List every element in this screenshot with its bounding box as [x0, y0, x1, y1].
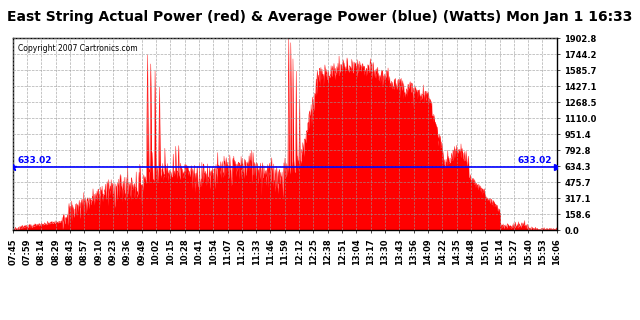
Text: 633.02: 633.02	[518, 156, 552, 164]
Text: Copyright 2007 Cartronics.com: Copyright 2007 Cartronics.com	[19, 44, 138, 53]
Text: 633.02: 633.02	[17, 156, 52, 164]
Text: East String Actual Power (red) & Average Power (blue) (Watts) Mon Jan 1 16:33: East String Actual Power (red) & Average…	[7, 10, 633, 24]
